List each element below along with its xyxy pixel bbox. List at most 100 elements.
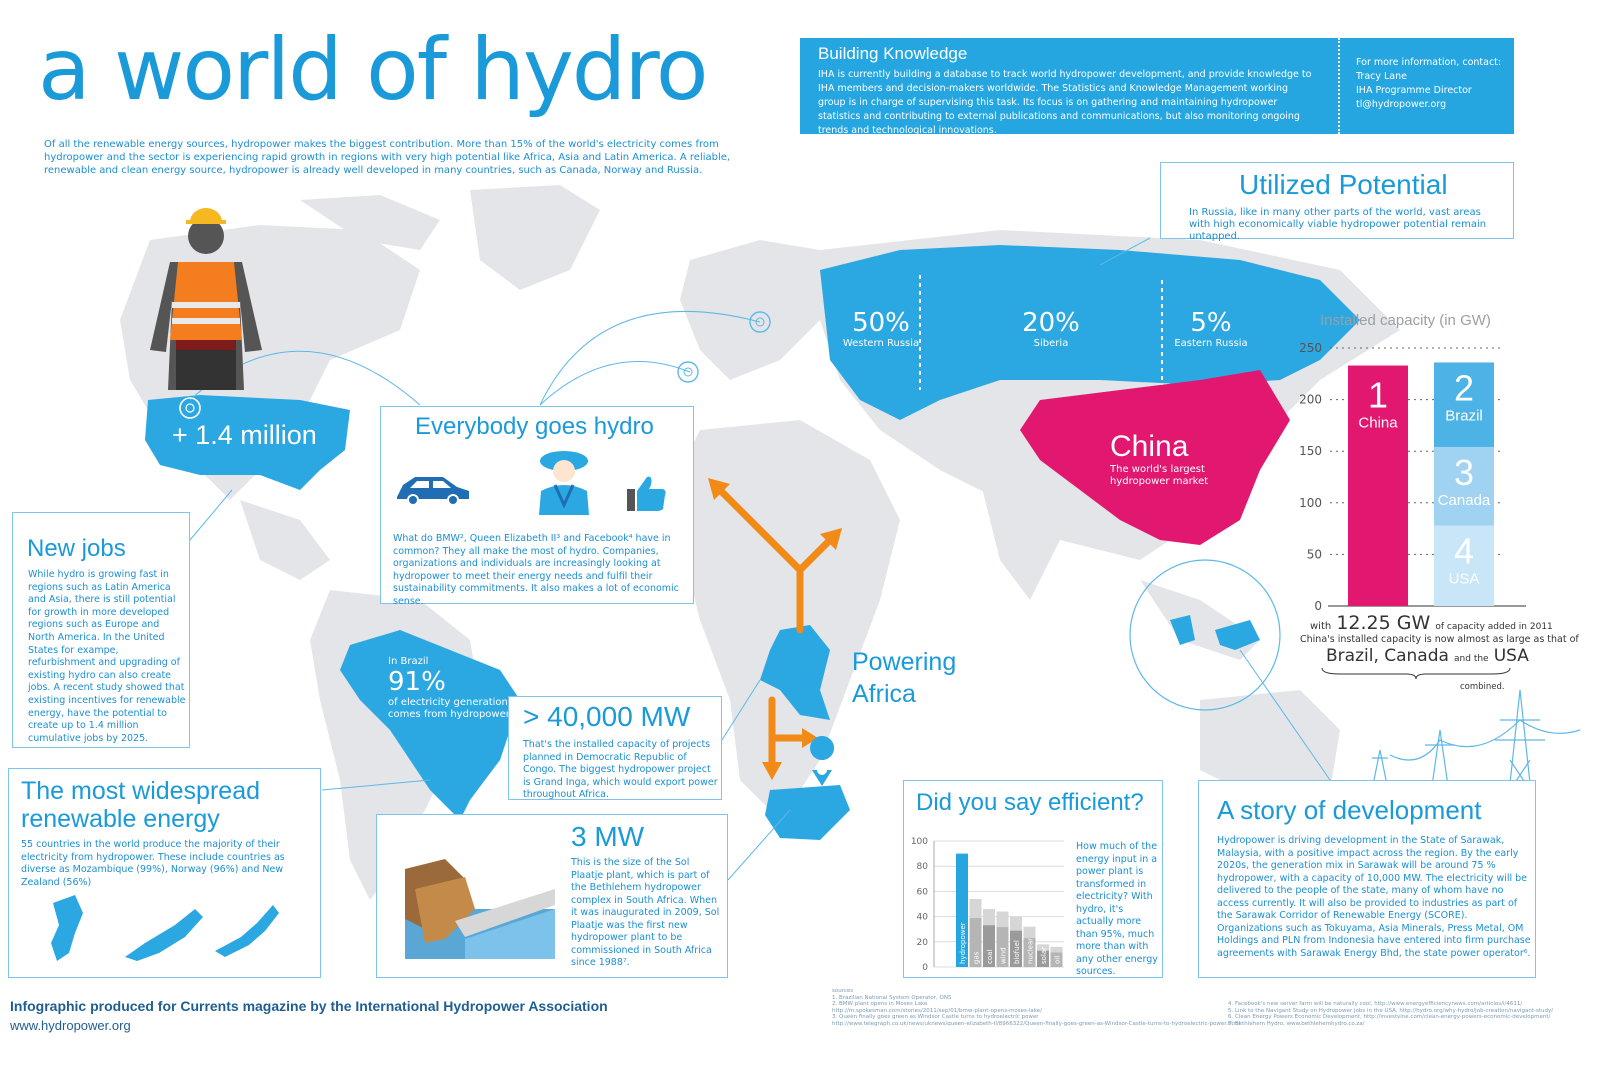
- story-of-development-box: A story of development Hydropower is dri…: [1198, 780, 1536, 978]
- efficiency-bar: [983, 925, 995, 967]
- widespread-heading: The most widespread renewable energy: [21, 777, 260, 833]
- efficiency-bar: [996, 927, 1009, 967]
- everybody-heading: Everybody goes hydro: [415, 413, 654, 440]
- thumbs-up-icon: [627, 476, 666, 511]
- capacity-bar-segment: [1434, 362, 1494, 448]
- source-item[interactable]: 4. Facebook's new server farm will be na…: [1228, 1001, 1523, 1007]
- new-zealand-shape: [215, 905, 279, 957]
- efficient-box: Did you say efficient? 0 20 40 60 80 100 hydro…: [903, 780, 1163, 978]
- divider: [1338, 38, 1340, 134]
- source-item: 1. Brazilian National System Operator, O…: [832, 994, 952, 1001]
- capacity-countries: Brazil, Canada and the USA: [1326, 646, 1529, 666]
- efficiency-ytick: 0: [922, 963, 928, 973]
- russia-value: 20%: [1022, 308, 1080, 338]
- source-item: 2. BMW plant opens in Moses Lake: [832, 1001, 928, 1007]
- dam-illustration: [405, 859, 555, 959]
- russia-label: Siberia: [1033, 338, 1069, 349]
- mw40-heading: > 40,000 MW: [523, 701, 691, 732]
- china-subtitle: hydropower market: [1110, 476, 1209, 487]
- efficiency-bar-label: gas: [973, 951, 981, 964]
- capacity-bar-china: [1348, 365, 1408, 606]
- efficiency-bar: [956, 853, 968, 967]
- mw3-heading: 3 MW: [571, 821, 645, 852]
- mw40-box: > 40,000 MW That's the installed capacit…: [508, 696, 722, 800]
- utilized-potential-box: Utilized Potential In Russia, like in ma…: [1160, 162, 1514, 242]
- russia-label: Western Russia: [842, 338, 920, 349]
- efficiency-bar: [969, 918, 982, 967]
- china-subtitle: The world's largest: [1110, 464, 1205, 475]
- contact-block: For more information, contact: Tracy Lan…: [1356, 56, 1501, 112]
- brazil-line: of electricity generation: [388, 697, 508, 708]
- capacity-ytick: 100: [1299, 496, 1322, 510]
- everybody-body: What do BMW², Queen Elizabeth II³ and Fa…: [393, 533, 679, 607]
- capacity-ytick: 150: [1299, 444, 1322, 458]
- capacity-country: China: [1358, 415, 1398, 432]
- capacity-rank: 2: [1454, 367, 1474, 408]
- source-item[interactable]: 6. Clean Energy Powers Economic Developm…: [1228, 1014, 1551, 1020]
- source-item[interactable]: http://m.spokesman.com/stories/2011/sep/…: [832, 1007, 1043, 1014]
- russia-region-west: 50% Western Russia: [836, 308, 926, 349]
- contact-email[interactable]: tl@hydropower.org: [1356, 99, 1447, 110]
- efficient-body: How much of the energy input in a power …: [1076, 841, 1158, 977]
- norway-shape: [125, 909, 203, 961]
- footer-website[interactable]: www.hydropower.org: [10, 1018, 131, 1033]
- worker-figure: [150, 208, 262, 390]
- most-widespread-box: The most widespread renewable energy 55 c…: [8, 768, 321, 978]
- capacity-country: Canada: [1438, 492, 1491, 509]
- efficiency-bar-label: coal: [986, 950, 994, 964]
- russia-value: 50%: [852, 308, 910, 338]
- russia-region-siberia: 20% Siberia: [1006, 308, 1096, 349]
- capacity-countries-text: Brazil, Canada: [1326, 646, 1449, 666]
- everybody-goes-hydro-box: Everybody goes hydro What do BMW², Queen…: [380, 406, 694, 607]
- capacity-country: Brazil: [1445, 407, 1483, 424]
- efficiency-bar-label: hydropower: [959, 922, 967, 964]
- contact-label: For more information, contact:: [1356, 57, 1502, 68]
- intro-text: Of all the renewable energy sources, hyd…: [44, 139, 731, 176]
- capacity-with: with: [1310, 621, 1332, 632]
- efficiency-bar-label: oil: [1054, 956, 1062, 964]
- efficiency-ytick: 40: [917, 913, 929, 923]
- new-jobs-box: New jobs While hydro is growing fast in …: [12, 512, 190, 748]
- country-shapes: [51, 895, 279, 961]
- efficiency-chart: 0 20 40 60 80 100 hydropower gas coal wind biofuel…: [911, 837, 1064, 973]
- china-name: China: [1110, 430, 1189, 463]
- china-label: China The world's largest hydropower mar…: [1110, 430, 1208, 488]
- contact-role: IHA Programme Director: [1356, 85, 1472, 96]
- brazil-line: comes from hydropower: [388, 709, 510, 720]
- capacity-rank: 1: [1368, 375, 1388, 416]
- efficiency-bar: [1037, 950, 1049, 967]
- brace-icon: [1321, 667, 1511, 680]
- efficiency-ytick: 20: [917, 938, 929, 948]
- sources-left: sources 1. Brazilian National System Ope…: [832, 988, 1240, 1027]
- building-knowledge-panel: Building Knowledge IHA is currently buil…: [800, 38, 1514, 136]
- capacity-chart-title: Installed capacity (in GW): [1320, 312, 1491, 329]
- source-item: 3. Queen finally goes green as Windsor C…: [832, 1014, 1039, 1020]
- contact-name: Tracy Lane: [1356, 71, 1407, 82]
- capacity-combined: combined.: [1460, 682, 1505, 692]
- story-body: Hydropower is driving development in the…: [1217, 835, 1531, 959]
- sources-right: 4. Facebook's new server farm will be na…: [1228, 1001, 1553, 1027]
- capacity-country: USA: [1449, 571, 1480, 588]
- source-item[interactable]: 5. Link to the Navigant Study on Hydropo…: [1228, 1007, 1554, 1014]
- efficiency-bar-label: biofuel: [1013, 940, 1021, 964]
- mw3-body: This is the size of the Sol Plaatje plan…: [571, 857, 720, 968]
- mozambique-shape: [51, 895, 83, 961]
- source-item[interactable]: http://www.telegraph.co.uk/news/uknews/q…: [832, 1020, 1241, 1027]
- sources-heading: sources: [832, 988, 854, 994]
- capacity-bar-segment: [1434, 525, 1494, 606]
- widespread-heading-line: renewable energy: [21, 805, 220, 833]
- capacity-ytick: 0: [1314, 599, 1322, 613]
- utilized-potential-heading: Utilized Potential: [1239, 169, 1448, 200]
- capacity-rank: 4: [1454, 531, 1474, 572]
- source-item[interactable]: 7. Bethlehem Hydro, www.bethlehemhydro.c…: [1228, 1020, 1365, 1027]
- russia-value: 5%: [1190, 308, 1232, 338]
- efficiency-bar: [1010, 930, 1022, 967]
- building-knowledge-body: IHA is currently building a database to …: [818, 69, 1312, 136]
- powering-africa-line: Africa: [852, 680, 916, 708]
- new-jobs-body: While hydro is growing fast in regions s…: [28, 569, 186, 744]
- building-knowledge-heading: Building Knowledge: [818, 44, 968, 63]
- capacity-gw: 12.25 GW: [1336, 612, 1431, 634]
- russia-label: Eastern Russia: [1174, 338, 1248, 349]
- widespread-body: 55 countries in the world produce the ma…: [21, 839, 285, 888]
